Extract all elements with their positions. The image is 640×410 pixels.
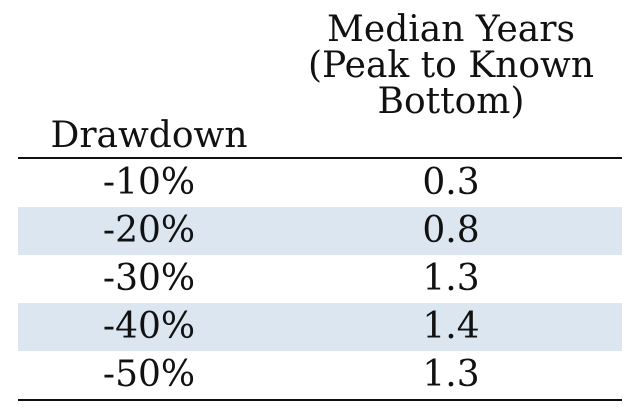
drawdown-cell: -20% [102, 210, 196, 251]
drawdown-cell: -30% [102, 258, 196, 299]
header-median-years-line-1: Median Years [327, 9, 575, 50]
table-row: -10% 0.3 [18, 159, 622, 207]
table-row: -50% 1.3 [18, 351, 622, 399]
table-row: -20% 0.8 [18, 207, 622, 255]
drawdown-cell: -40% [102, 306, 196, 347]
drawdown-table: Drawdown Median Years (Peak to Known Bot… [18, 0, 622, 410]
table-body: -10% 0.3 -20% 0.8 -30% 1.3 -40% 1.4 -50%… [18, 159, 622, 399]
table-header: Drawdown Median Years (Peak to Known Bot… [18, 0, 622, 159]
drawdown-cell: -50% [102, 354, 196, 395]
header-rule [18, 157, 622, 159]
median-years-cell: 1.4 [422, 306, 480, 347]
header-drawdown: Drawdown [50, 115, 248, 156]
median-years-cell: 1.3 [422, 258, 480, 299]
median-years-cell: 0.3 [422, 162, 480, 203]
header-median-years-line-3: Bottom) [377, 81, 525, 122]
median-years-cell: 1.3 [422, 354, 480, 395]
table-row: -40% 1.4 [18, 303, 622, 351]
header-median-years-line-2: (Peak to Known [307, 45, 594, 86]
header-median-years: Median Years (Peak to Known Bottom) [280, 12, 622, 120]
bottom-rule [18, 399, 622, 401]
table-row: -30% 1.3 [18, 255, 622, 303]
drawdown-cell: -10% [102, 162, 196, 203]
median-years-cell: 0.8 [422, 210, 480, 251]
